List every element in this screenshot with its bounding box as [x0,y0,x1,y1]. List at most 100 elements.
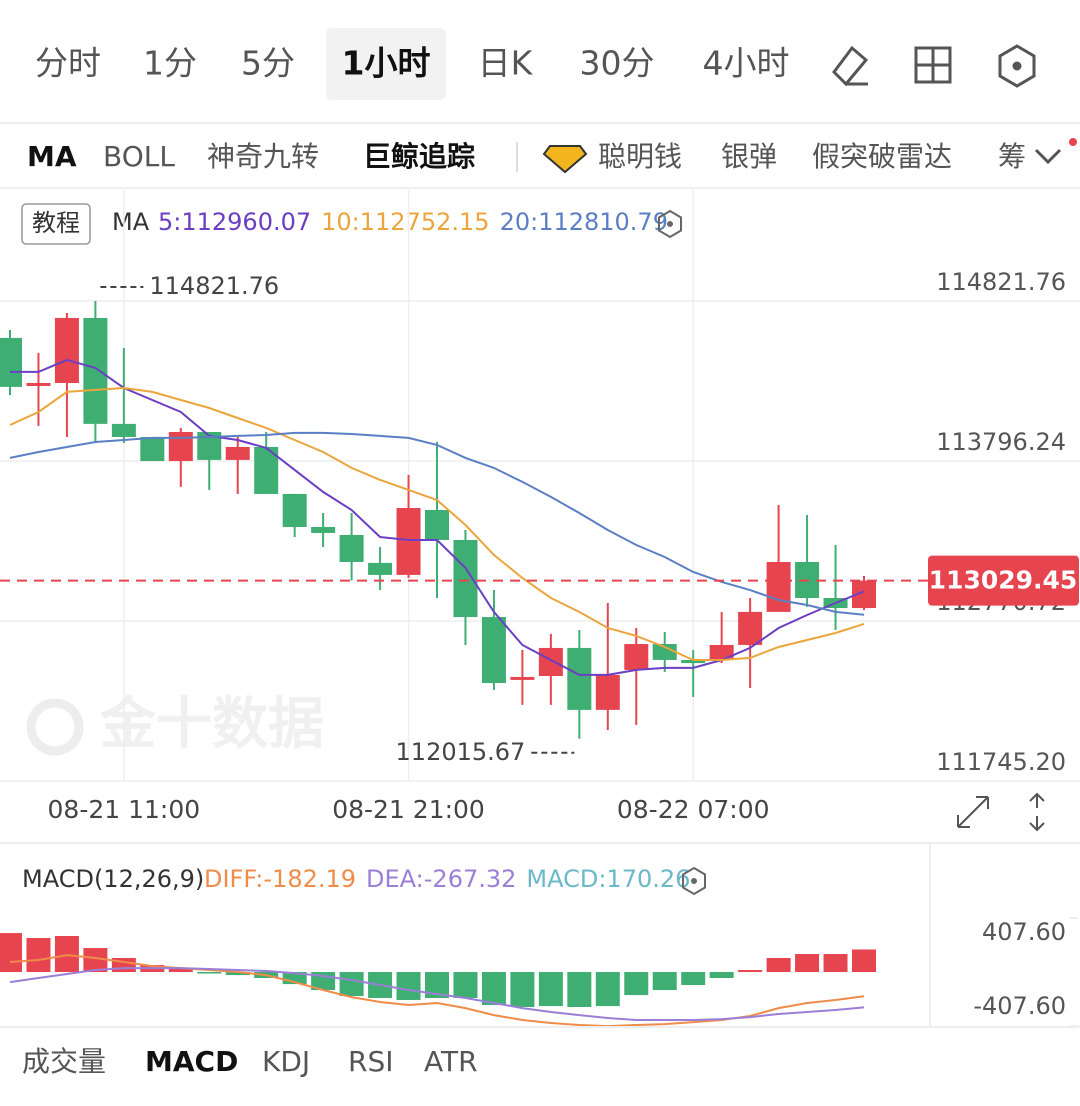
period-tab-active[interactable]: 1小时 [342,44,431,83]
ma-line [9,386,865,661]
price-label: 113029.45 [929,566,1078,595]
macd-bar [709,972,734,978]
min-label: 112015.67 [396,738,526,766]
candle-body [766,561,791,612]
macd-bar [26,937,51,973]
candle-body [738,611,763,645]
watermark-text: 金十数据 [99,692,324,757]
bottom-tab[interactable]: RSI [348,1045,394,1078]
candle-body [425,510,449,540]
macd-bar [83,948,108,973]
macd-bar [624,972,649,996]
macd-bar [852,949,876,973]
bottom-tab[interactable]: 成交量 [22,1045,106,1078]
indicator-tab-active[interactable]: MA [27,140,77,173]
legend-entry: 10:112752.15 [321,208,489,236]
macd-bar [567,972,592,1007]
indicator-tab[interactable]: BOLL [103,140,175,173]
x-tick-label: 08-21 21:00 [332,795,485,824]
x-tick-label: 08-21 11:00 [48,795,201,824]
macd-bar [538,972,563,1007]
legend-entry: MACD:170.26 [526,865,690,893]
legend-title: MA [112,208,150,236]
macd-bar [168,968,193,973]
period-tab[interactable]: 日K [478,44,534,83]
macd-bar [766,957,791,973]
indicator-tab[interactable]: 聪明钱 [598,140,682,173]
y-tick-label: -407.60 [973,992,1066,1020]
fullscreen-icon[interactable] [957,796,989,828]
scale-icon[interactable] [1029,792,1045,832]
bottom-tab[interactable]: ATR [424,1045,478,1078]
layout-icon[interactable] [914,46,952,84]
candle-body [311,527,336,533]
macd-bar [225,972,250,976]
max-label: 114821.76 [149,272,279,300]
candle-body [510,676,535,680]
indicator-tab[interactable]: 银弹 [721,140,777,173]
candle-body [54,317,79,384]
diamond-icon [542,145,588,174]
macd-settings-icon[interactable] [682,866,706,896]
legend-entry: DIFF:-182.19 [204,865,356,893]
candle-body [681,659,706,664]
macd-bar [595,972,620,1007]
candle-body [225,446,250,460]
legend-entry: 5:112960.07 [158,208,311,236]
indicator-tab[interactable]: 筹 [998,140,1026,173]
watermark: 金十数据 [26,692,324,757]
candle-body [396,507,421,575]
macd-title: MACD(12,26,9) [22,865,204,893]
candle-body [140,436,165,462]
more-icon[interactable] [1034,148,1062,165]
tab-selected-bg [326,28,446,100]
candle-body [453,539,478,618]
period-tab[interactable]: 30分 [580,44,655,83]
bottom-tab[interactable]: KDJ [262,1045,310,1078]
y-tick-label: 114821.76 [936,268,1066,296]
y-tick-label: 113796.24 [936,428,1066,456]
tutorial-label[interactable]: 教程 [32,209,80,237]
candle-body [282,493,307,528]
macd-chart: 407.60 -407.60 [0,917,1078,1028]
legend-entry: 20:112810.79 [500,208,668,236]
price-box [928,555,1079,606]
candlestick-chart: 114821.76113796.24112770.72111745.2008-2… [0,190,1080,824]
legend-entry: DEA:-267.32 [366,865,516,893]
macd-line [9,967,865,1021]
x-tick-label: 08-22 07:00 [617,795,770,824]
candle-body [0,337,22,387]
macd-bar [823,954,848,973]
candle-body [481,617,506,684]
settings-icon[interactable] [998,44,1036,88]
draw-icon[interactable] [832,45,869,87]
macd-bar [54,935,79,973]
indicator-tab[interactable]: 假突破雷达 [812,140,952,173]
candle-body [339,534,364,562]
period-tab[interactable]: 5分 [241,44,295,83]
indicator-tab[interactable]: 神奇九转 [207,140,319,173]
candle-body [652,644,677,660]
legend: 5:112960.07 10:112752.15 20:112810.79 [158,208,668,236]
macd-bar [453,972,478,998]
candle-body [538,647,563,677]
candle-body [624,644,649,670]
ma-settings-icon[interactable] [658,209,682,239]
indicator-tab[interactable]: 巨鲸追踪 [363,140,475,173]
macd-bar [652,972,677,991]
period-tab[interactable]: 4小时 [703,44,790,83]
y-tick-label: 407.60 [982,918,1066,946]
candle-body [595,674,620,710]
bottom-tab-active[interactable]: MACD [145,1045,238,1078]
macd-bar [510,972,535,1007]
candle-body [26,383,51,386]
tutorial-button[interactable] [21,203,91,245]
period-tab[interactable]: 分时 [35,44,101,83]
period-tab[interactable]: 1分 [143,44,197,83]
badge [1069,138,1077,146]
y-tick-label: 111745.20 [936,748,1066,776]
macd-bar [481,972,506,1006]
macd-bar [396,972,421,1000]
macd-bar [738,970,763,973]
